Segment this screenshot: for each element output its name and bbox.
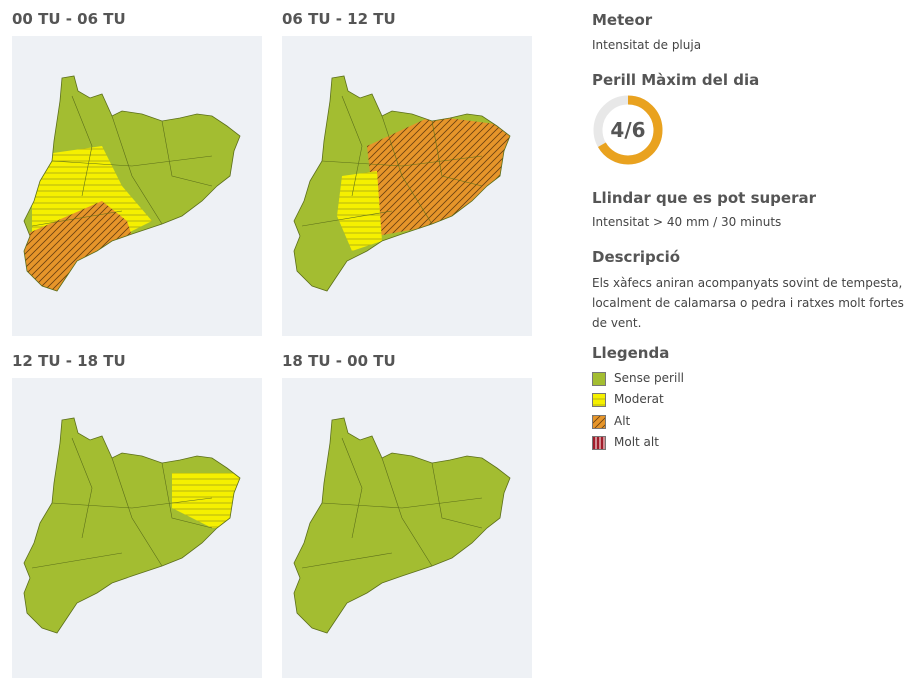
legend-item: Sense perill [592,370,684,386]
legend-item: Moderat [592,391,664,407]
heading: Meteor [592,11,653,29]
panel-title: 00 TU - 06 TU [12,10,126,28]
map [293,75,511,292]
heading: Llegenda [592,344,670,362]
legend-item: Alt [592,413,630,429]
gauge-label: 4/6 [610,118,645,142]
map [293,417,511,634]
map [23,75,241,292]
map-panel [12,36,262,336]
text: Els xàfecs aniran acompanyats sovint de … [592,276,904,330]
legend-label: Alt [614,414,631,428]
panel-title: 18 TU - 00 TU [282,352,396,370]
map-panel [12,378,262,678]
heading: Perill Màxim del dia [592,71,760,89]
legend-label: Sense perill [614,371,684,385]
text: Intensitat de pluja [592,38,702,52]
legend-item: Molt alt [592,434,659,450]
map-panel [282,378,532,678]
swatch [592,392,606,407]
panel-title: 06 TU - 12 TU [282,10,396,28]
legend-label: Moderat [614,392,664,406]
danger-gauge: 4/6 [593,95,663,165]
text: Intensitat > 40 mm / 30 minuts [592,215,782,229]
map [23,417,241,634]
heading: Descripció [592,248,681,266]
heading: Llindar que es pot superar [592,189,817,207]
swatch [592,435,606,450]
legend-label: Molt alt [614,435,659,449]
swatch [592,371,606,386]
panel-title: 12 TU - 18 TU [12,352,126,370]
swatch [592,414,606,429]
map-panel [282,36,532,336]
